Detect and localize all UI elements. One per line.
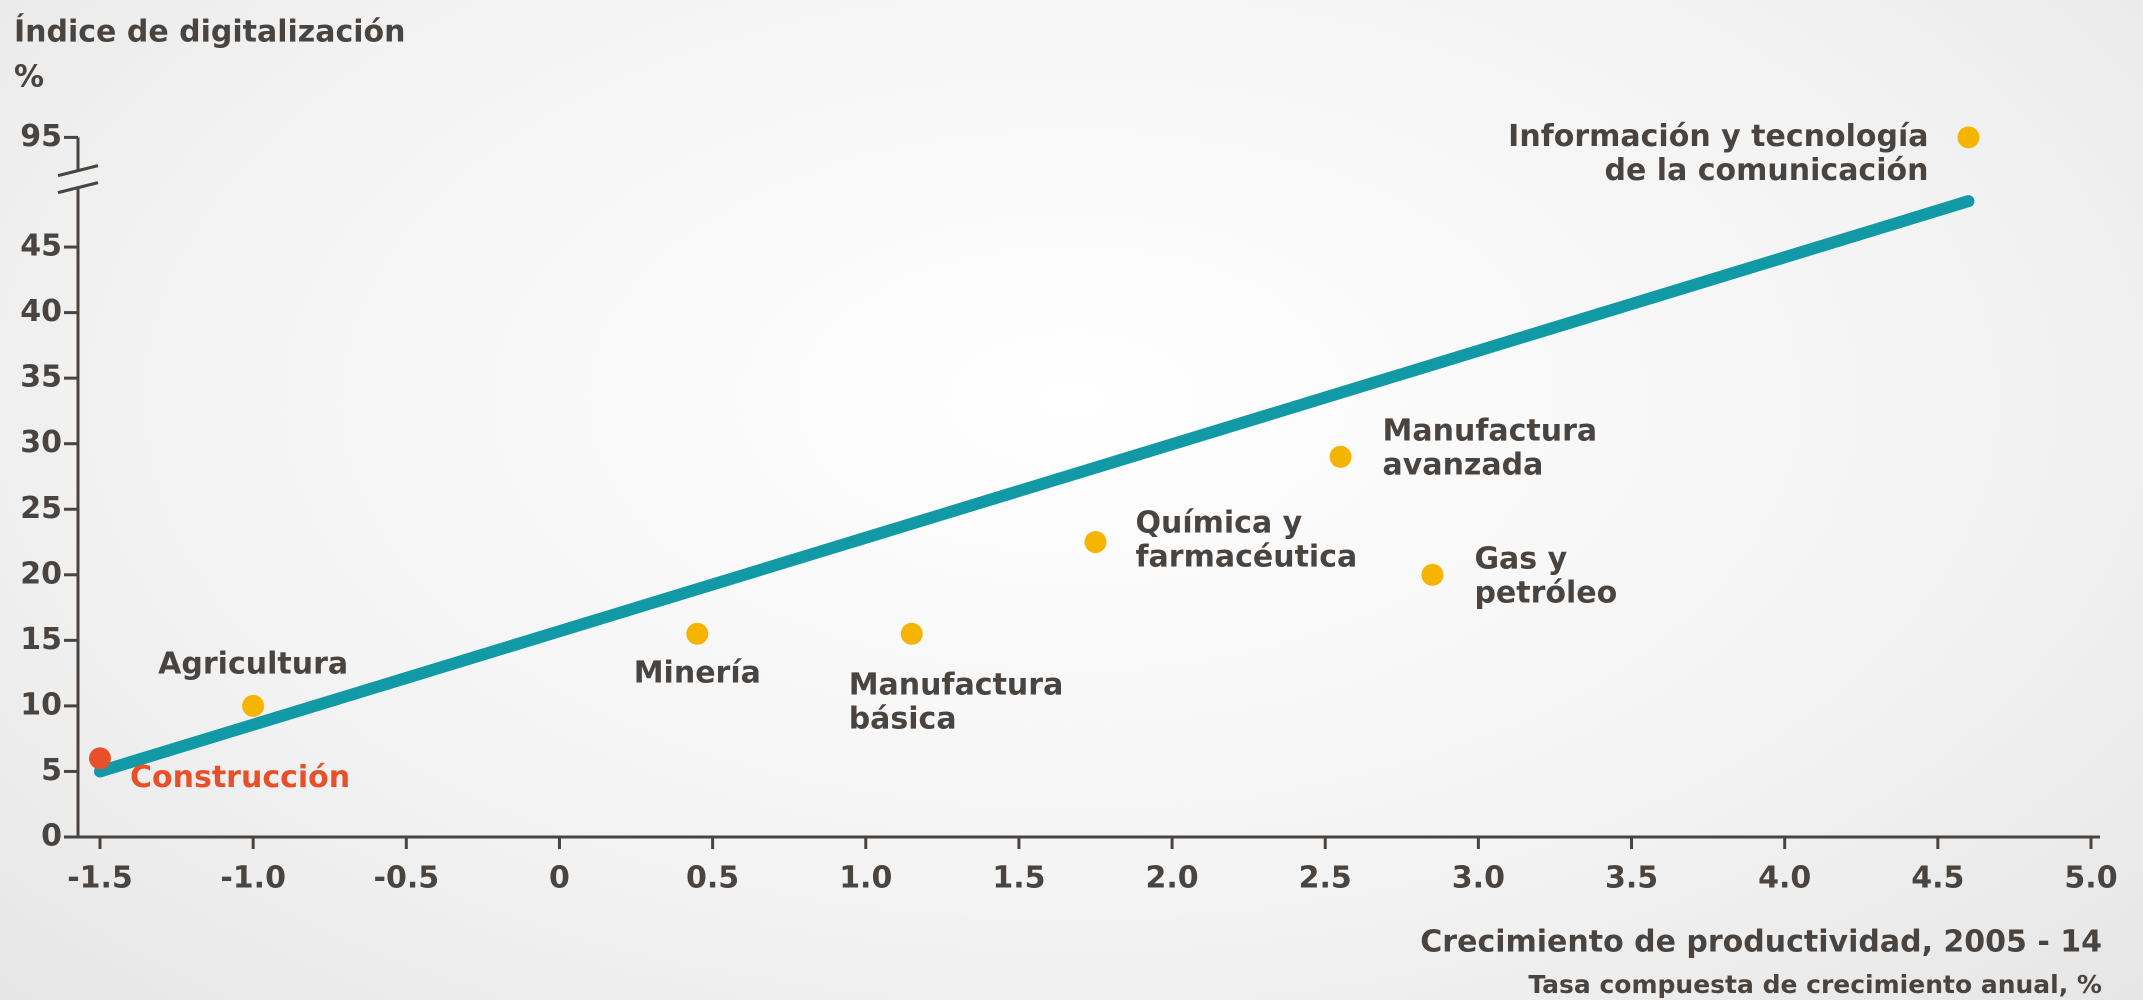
y-tick-label: 95 xyxy=(20,119,62,154)
x-tick-label: -1.0 xyxy=(220,861,286,896)
x-axis-subtitle: Tasa compuesta de crecimiento anual, % xyxy=(1528,970,2102,999)
point-label: petróleo xyxy=(1474,575,1617,610)
x-axis-title: Crecimiento de productividad, 2005 - 14 xyxy=(1420,925,2102,960)
y-tick-label: 5 xyxy=(41,753,62,788)
x-tick-label: 1.5 xyxy=(992,861,1045,896)
y-tick-label: 40 xyxy=(20,294,62,329)
x-tick-label: -1.5 xyxy=(67,861,133,896)
chart-title: Índice de digitalización xyxy=(14,14,406,50)
y-tick-label: 30 xyxy=(20,425,62,460)
y-tick-label: 25 xyxy=(20,491,62,526)
point-label: Química y xyxy=(1136,506,1303,541)
x-tick-label: 3.5 xyxy=(1605,861,1658,896)
x-tick-label: 0 xyxy=(549,861,570,896)
y-unit: % xyxy=(14,60,44,95)
point-label: avanzada xyxy=(1383,447,1544,482)
data-point xyxy=(900,622,923,645)
point-label: farmacéutica xyxy=(1136,540,1358,575)
x-tick-label: 0.5 xyxy=(686,861,739,896)
point-label: de la comunicación xyxy=(1605,153,1929,188)
y-tick-label: 45 xyxy=(20,229,62,264)
point-label: Agricultura xyxy=(158,646,348,681)
point-label: Minería xyxy=(634,655,761,690)
x-tick-label: 2.0 xyxy=(1145,861,1198,896)
y-tick-label: 20 xyxy=(20,556,62,591)
data-point xyxy=(1084,531,1107,554)
y-tick-label: 15 xyxy=(20,622,62,657)
x-tick-label: 2.5 xyxy=(1299,861,1352,896)
x-tick-label: 4.5 xyxy=(1911,861,1964,896)
axis-break xyxy=(57,181,99,195)
data-point xyxy=(1957,126,1980,149)
x-tick-label: 3.0 xyxy=(1452,861,1505,896)
point-label: Manufactura xyxy=(1383,413,1598,448)
x-tick-label: 4.0 xyxy=(1758,861,1811,896)
data-point xyxy=(1329,445,1352,468)
point-label: básica xyxy=(849,701,957,736)
point-label: Información y tecnología xyxy=(1508,119,1928,154)
data-point xyxy=(242,694,265,717)
data-point xyxy=(1421,563,1444,586)
y-tick-label: 0 xyxy=(41,819,62,854)
trendline xyxy=(94,195,1975,778)
y-tick-label: 35 xyxy=(20,360,62,395)
y-tick-label: 10 xyxy=(20,687,62,722)
axis-break xyxy=(57,164,99,178)
data-point xyxy=(89,747,111,770)
x-tick-label: 5.0 xyxy=(2064,861,2117,896)
x-tick-label: -0.5 xyxy=(374,861,440,896)
point-label: Gas y xyxy=(1474,541,1567,576)
point-label: Construcción xyxy=(130,760,350,795)
data-point xyxy=(686,622,709,645)
x-tick-label: 1.0 xyxy=(839,861,892,896)
point-label: Manufactura xyxy=(849,667,1064,702)
